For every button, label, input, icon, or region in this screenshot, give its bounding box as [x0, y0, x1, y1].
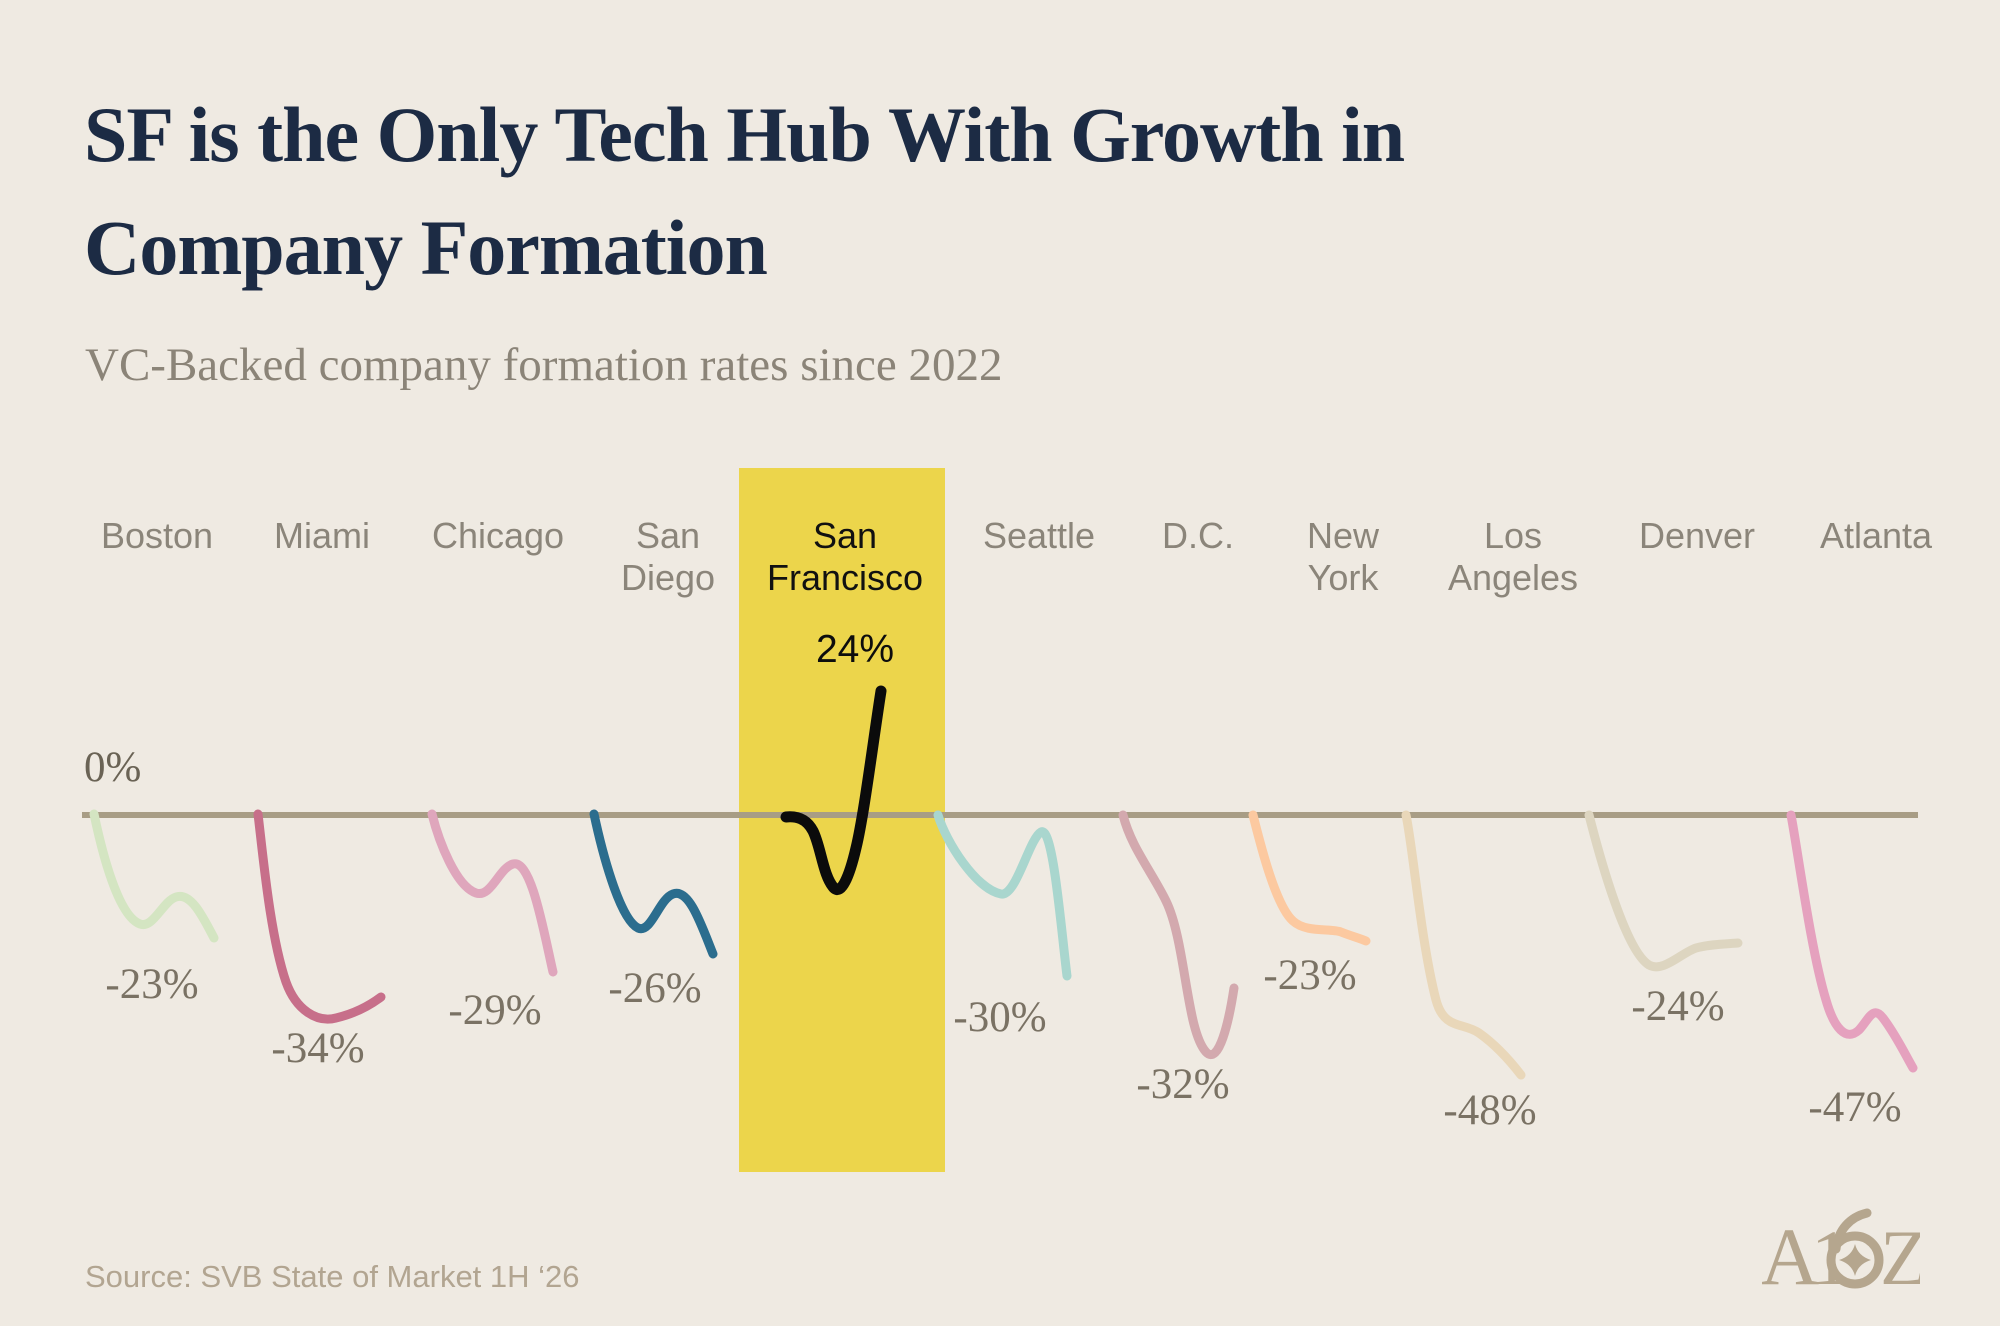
- city-label-los-angeles: Los Angeles: [1447, 515, 1579, 598]
- logo-six-ring: [1826, 1231, 1884, 1289]
- sparkline-chicago: [427, 809, 558, 977]
- sparkline-d-c-: [1118, 810, 1239, 1060]
- sparkline-miami: [253, 809, 386, 1024]
- value-label-miami: -34%: [271, 1025, 365, 1072]
- value-label-san-diego: -26%: [608, 965, 702, 1012]
- value-label-atlanta: -47%: [1808, 1084, 1902, 1131]
- sparkline-denver: [1584, 810, 1743, 972]
- logo-letter-z: Z: [1880, 1214, 1920, 1292]
- city-label-boston: Boston: [100, 515, 214, 556]
- value-label-los-angeles: -48%: [1443, 1087, 1537, 1134]
- city-label-san-diego: San Diego: [620, 515, 716, 598]
- page-subtitle: VC-Backed company formation rates since …: [85, 339, 1003, 391]
- title-line-2: Company Formation: [84, 204, 768, 292]
- value-label-new-york: -23%: [1263, 952, 1357, 999]
- title-line-1: SF is the Only Tech Hub With Growth in: [84, 91, 1405, 178]
- sparkline-boston: [89, 809, 219, 943]
- a16z-logo: A 1 Z: [1760, 1208, 1928, 1302]
- sparkline-atlanta: [1786, 810, 1918, 1073]
- sparkline-san-francisco: [780, 685, 887, 896]
- page-title: SF is the Only Tech Hub With Growth in C…: [84, 78, 1405, 304]
- logo-six-flag: [1831, 1208, 1872, 1254]
- zero-axis-label: 0%: [84, 744, 142, 791]
- highlight-band-san-francisco: [739, 468, 945, 1172]
- value-label-dc: -32%: [1136, 1061, 1230, 1108]
- city-label-atlanta: Atlanta: [1819, 515, 1933, 556]
- sparkline-san-diego: [589, 809, 718, 959]
- city-label-new-york: New York: [1306, 515, 1380, 598]
- value-label-denver: -24%: [1631, 983, 1725, 1030]
- logo-letter-a: A: [1762, 1211, 1819, 1292]
- city-label-san-francisco: San Francisco: [766, 515, 924, 598]
- sparkline-los-angeles: [1401, 810, 1526, 1080]
- city-label-seattle: Seattle: [982, 515, 1096, 556]
- source-note: Source: SVB State of Market 1H ‘26: [85, 1259, 580, 1294]
- city-label-dc: D.C.: [1162, 515, 1234, 556]
- logo-six-star: [1839, 1244, 1871, 1276]
- sparkline-new-york: [1248, 810, 1371, 946]
- value-label-seattle: -30%: [953, 994, 1047, 1041]
- value-label-san-francisco: 24%: [815, 628, 895, 671]
- a16z-logo-graphic: A 1 Z: [1760, 1208, 1928, 1302]
- value-label-boston: -23%: [105, 961, 199, 1008]
- city-label-denver: Denver: [1638, 515, 1756, 556]
- city-label-miami: Miami: [274, 515, 370, 556]
- value-label-chicago: -29%: [448, 987, 542, 1034]
- city-label-chicago: Chicago: [431, 515, 565, 556]
- sparkline-seattle: [933, 810, 1072, 981]
